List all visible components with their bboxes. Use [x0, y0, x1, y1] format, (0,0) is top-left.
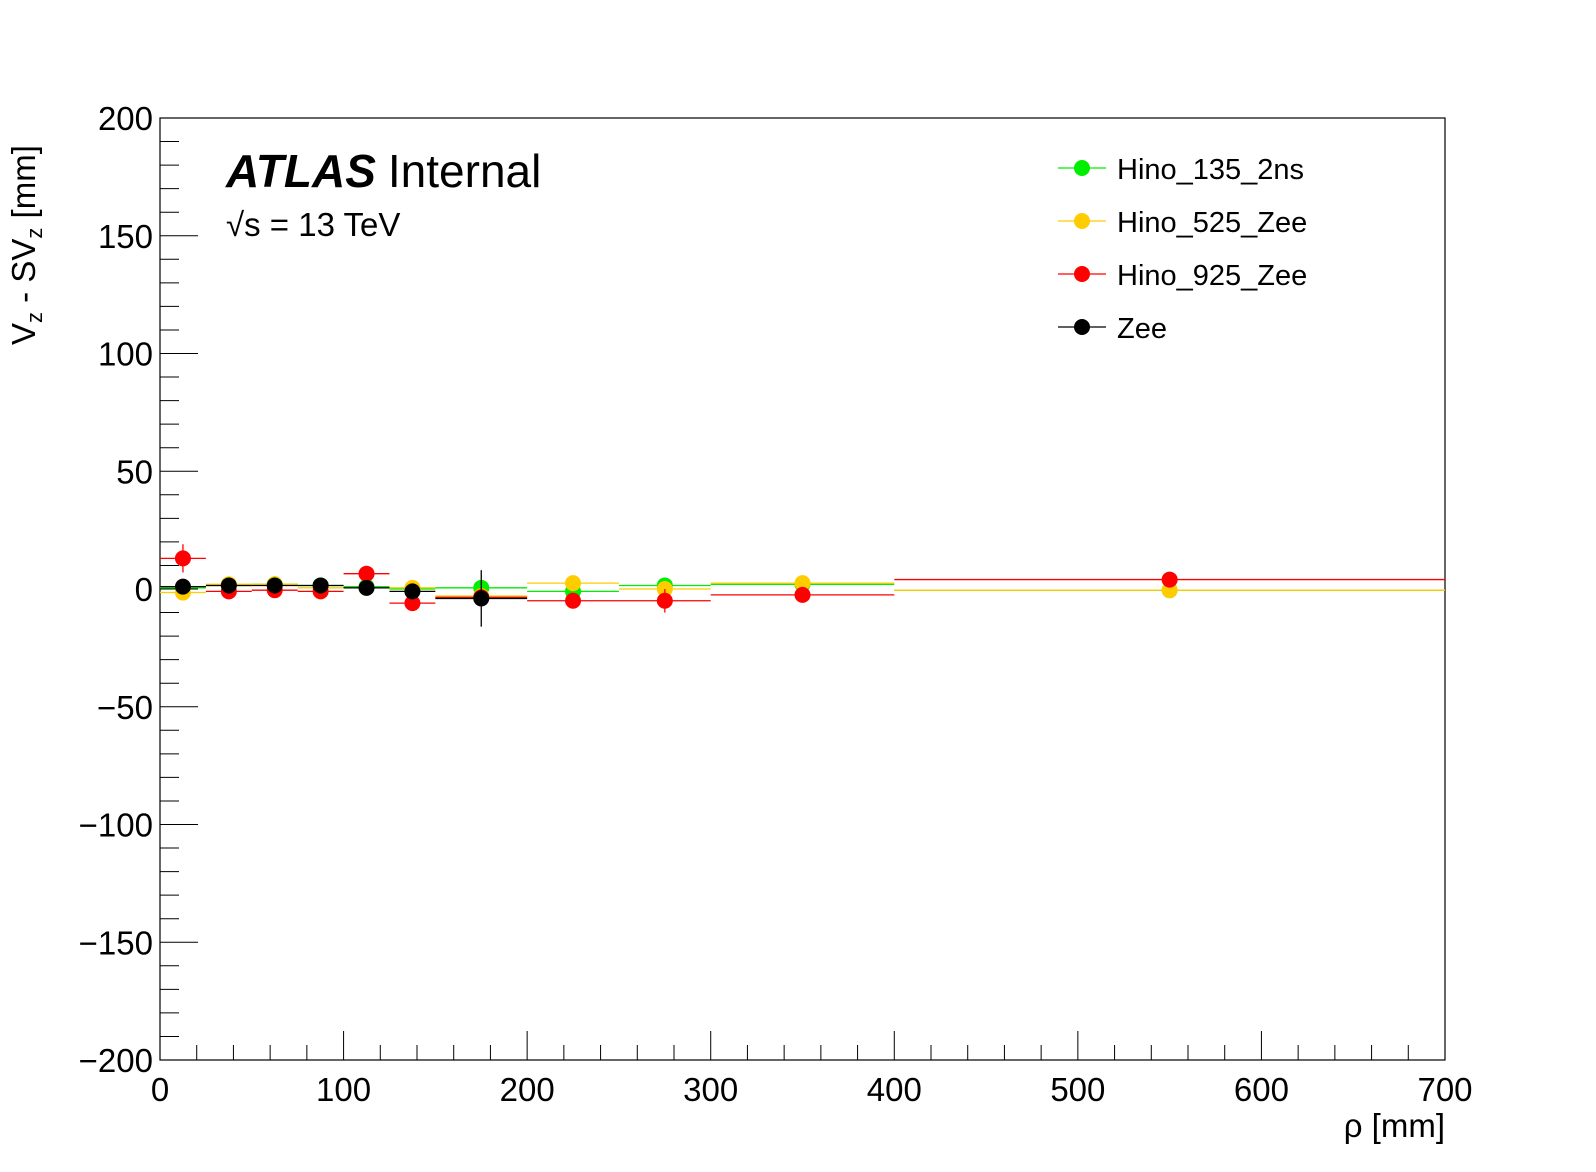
data-point	[404, 595, 421, 612]
legend-item: Hino_925_Zee	[1058, 260, 1307, 292]
legend-marker	[1074, 266, 1090, 282]
data-point	[565, 592, 582, 609]
y-axis-tick-labels: 200 150 100 50 0 −50 −100 −150 −200	[79, 100, 153, 1079]
series-zee	[160, 570, 528, 627]
x-tick-label: 0	[151, 1071, 169, 1108]
x-tick-label: 100	[316, 1071, 371, 1108]
x-axis-ticks	[159, 1031, 1446, 1060]
data-point	[358, 565, 375, 582]
atlas-label: ATLAS Internal	[225, 145, 541, 197]
data-point	[794, 586, 811, 603]
y-axis-title: Vz - SVz [mm]	[5, 145, 47, 345]
y-tick-label: −200	[79, 1042, 153, 1079]
x-tick-label: 500	[1050, 1071, 1105, 1108]
legend-label: Hino_925_Zee	[1117, 260, 1307, 292]
legend-item: Hino_525_Zee	[1058, 207, 1307, 239]
energy-label: √s = 13 TeV	[226, 206, 400, 243]
data-point	[266, 577, 283, 594]
x-tick-label: 400	[867, 1071, 922, 1108]
legend-marker	[1074, 160, 1090, 176]
y-tick-label: −50	[97, 689, 153, 726]
data-point	[174, 578, 191, 595]
x-axis-title: ρ [mm]	[1344, 1107, 1445, 1144]
data-point	[794, 575, 811, 592]
data-point	[220, 577, 237, 594]
legend-label: Hino_135_2ns	[1117, 154, 1304, 186]
legend-item: Zee	[1058, 313, 1167, 345]
y-tick-label: −100	[79, 807, 153, 844]
y-tick-label: 200	[98, 100, 153, 137]
x-tick-label: 700	[1417, 1071, 1472, 1108]
data-points	[160, 544, 1445, 627]
y-tick-label: 100	[98, 336, 153, 373]
data-point	[473, 590, 490, 607]
data-point	[404, 583, 421, 600]
data-point	[656, 592, 673, 609]
x-tick-label: 300	[683, 1071, 738, 1108]
data-point	[312, 577, 329, 594]
legend: Hino_135_2ns Hino_525_Zee Hino_925_Zee Zee	[1058, 154, 1307, 345]
legend-label: Zee	[1117, 313, 1167, 345]
x-tick-label: 200	[500, 1071, 555, 1108]
x-axis-tick-labels: 0 100 200 300 400 500 600 700	[151, 1071, 1473, 1108]
y-tick-label: 150	[98, 218, 153, 255]
y-tick-label: 50	[116, 453, 153, 490]
legend-label: Hino_525_Zee	[1117, 207, 1307, 239]
y-tick-label: −150	[79, 924, 153, 961]
x-tick-label: 600	[1234, 1071, 1289, 1108]
legend-marker	[1074, 213, 1090, 229]
data-point	[565, 575, 582, 592]
data-point	[358, 579, 375, 596]
y-tick-label: 0	[135, 571, 153, 608]
data-point	[1161, 571, 1178, 588]
data-point	[174, 550, 191, 567]
legend-marker	[1074, 319, 1090, 335]
legend-item: Hino_135_2ns	[1058, 154, 1304, 186]
